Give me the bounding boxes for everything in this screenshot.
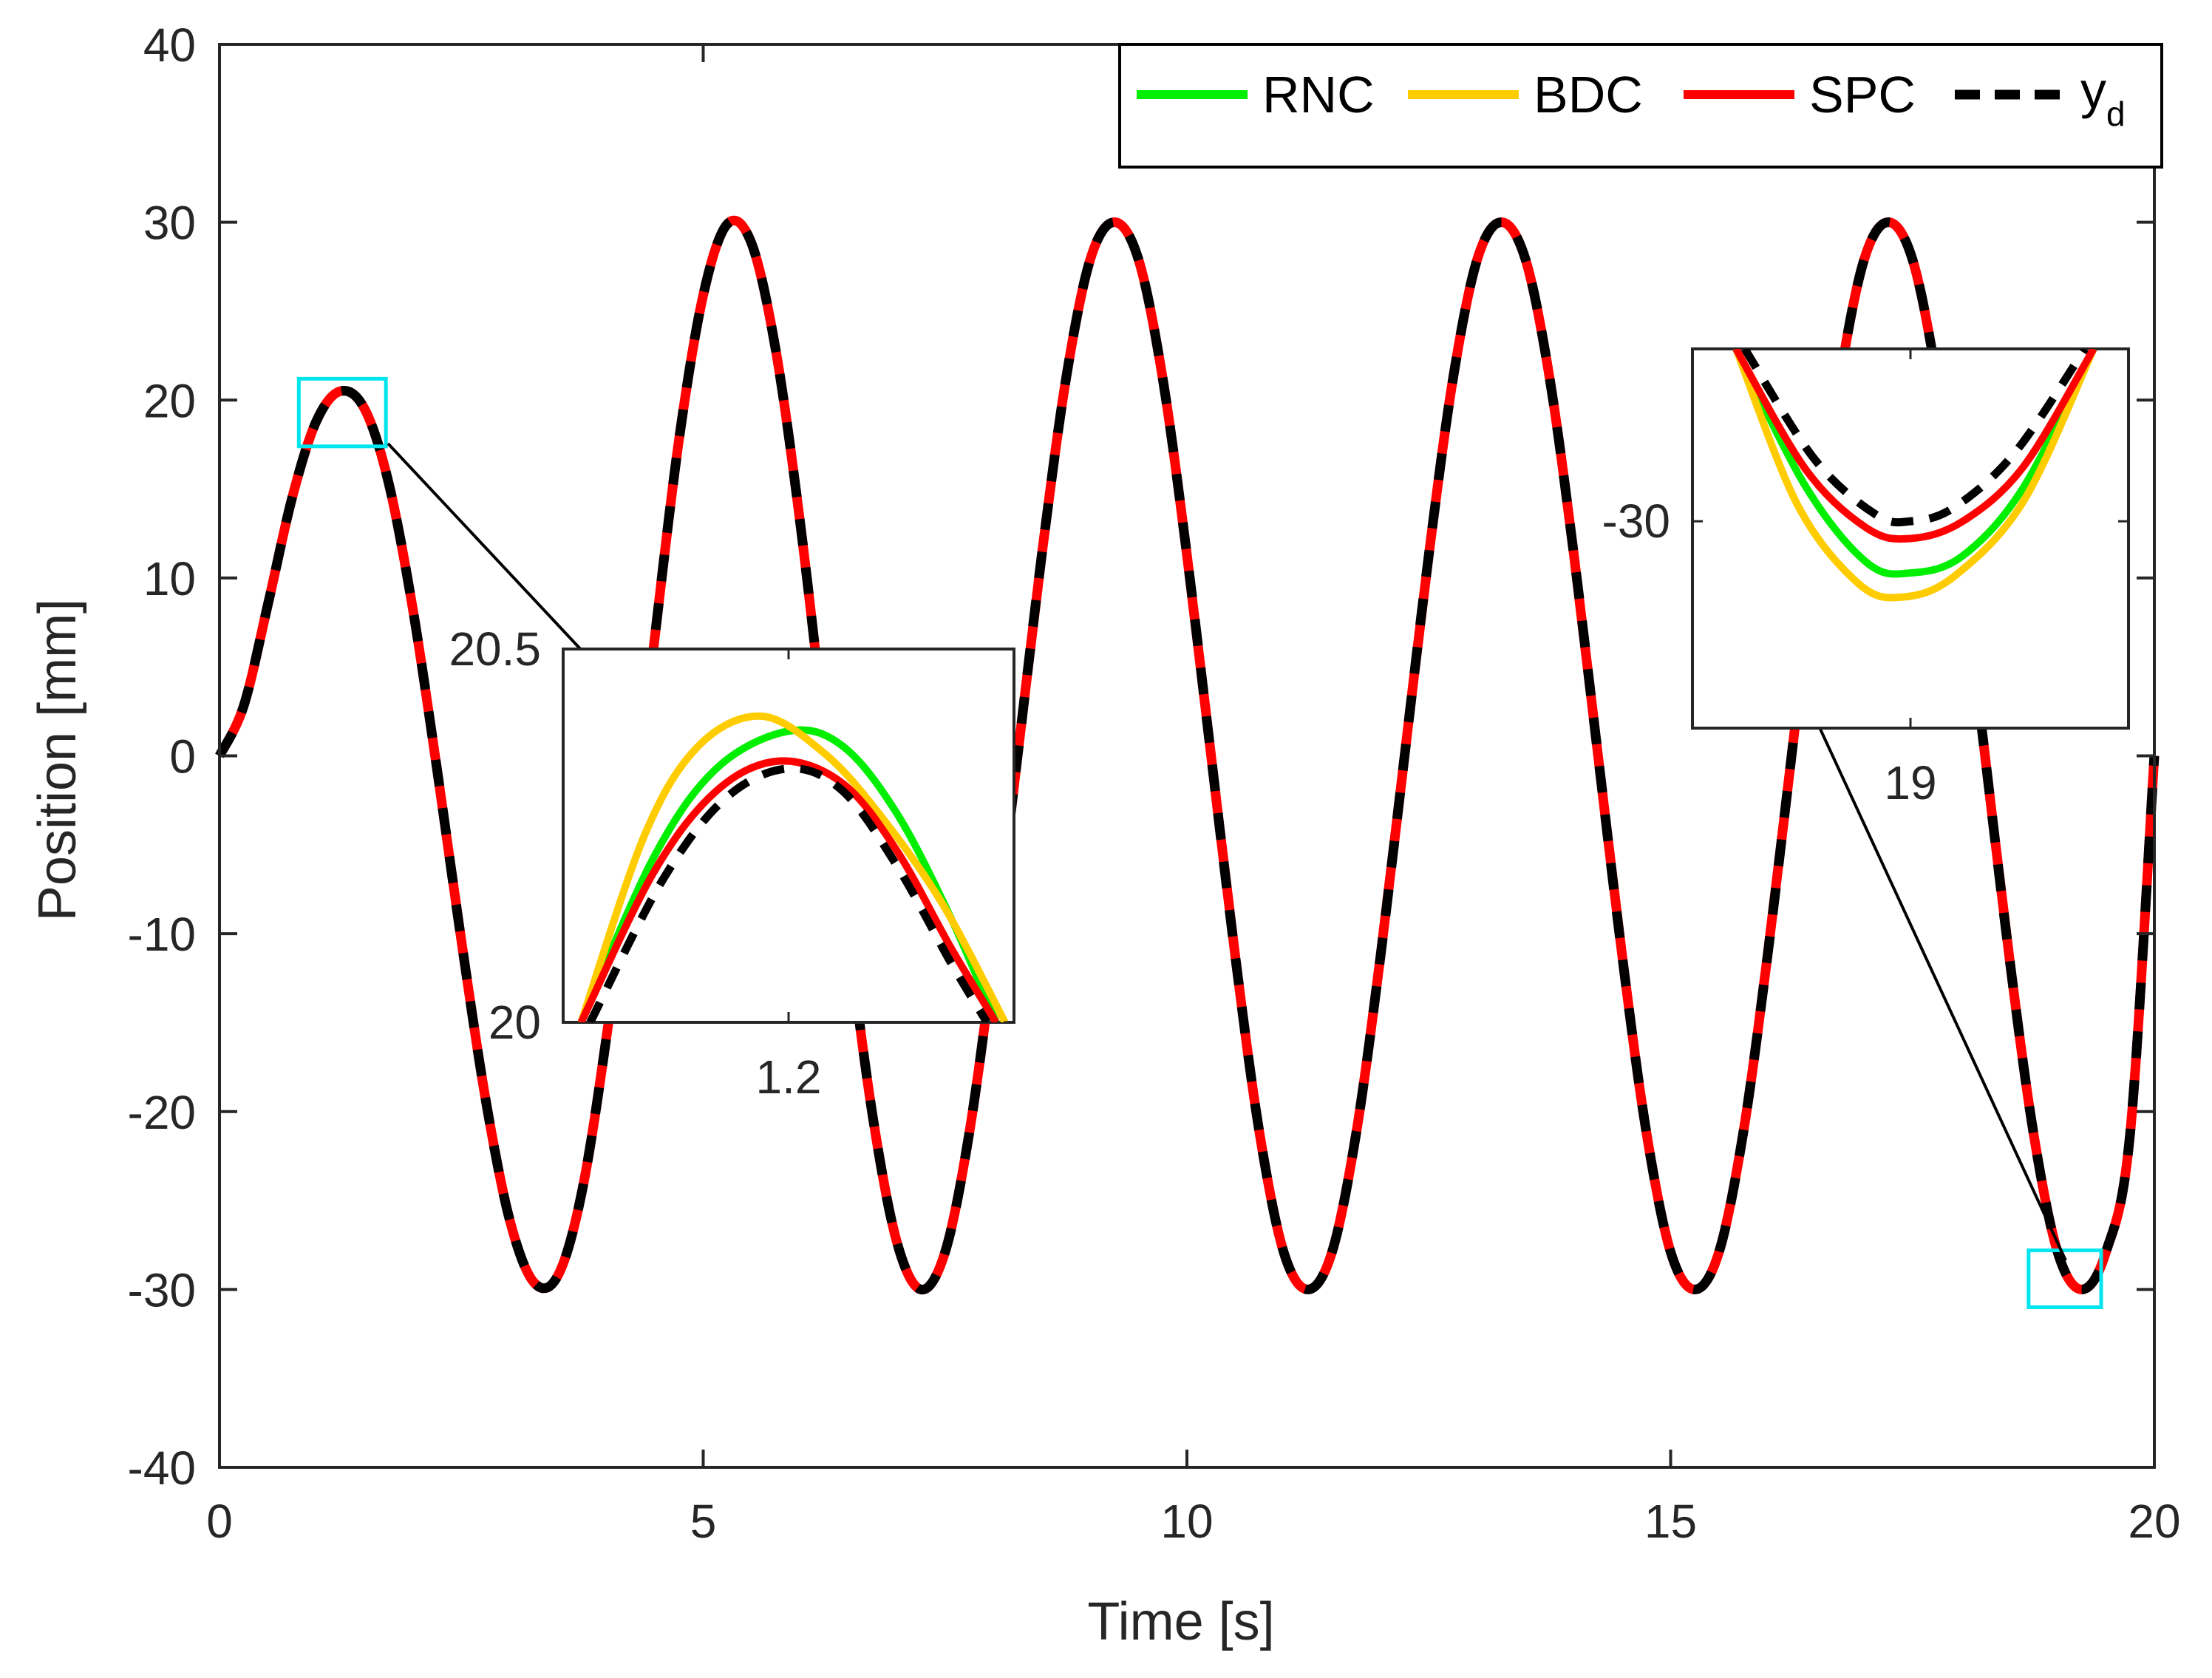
inset-peak-frame	[562, 648, 1015, 1024]
legend-bdc-label: BDC	[1534, 66, 1643, 123]
legend: RNC BDC SPC yd	[1118, 43, 2163, 169]
x-axis-title: Time [s]	[1087, 1592, 1274, 1651]
x-tick-label: 10	[1160, 1495, 1213, 1548]
x-tick-label: 5	[690, 1495, 717, 1548]
legend-spc-label: SPC	[1809, 66, 1916, 123]
zoom-box-peak	[296, 376, 388, 449]
x-tick-label: 0	[206, 1495, 233, 1548]
inset-peak-y_d-line	[586, 764, 991, 1022]
y-tick-label: 30	[143, 197, 196, 250]
inset-peak-ytick-label: 20	[489, 996, 541, 1049]
y-tick-label: -40	[128, 1441, 197, 1495]
y-axis-title: Position [mm]	[28, 599, 87, 921]
inset-trough-xtick-label: 19	[1884, 756, 1936, 809]
y-tick-label: 20	[143, 374, 196, 427]
insets: 1.2 20 20.5 19 -30	[449, 347, 2130, 1104]
x-tick-label: 15	[1644, 1495, 1697, 1548]
inset-trough: 19 -30	[1602, 347, 2130, 809]
y-tick-label: -10	[128, 908, 197, 961]
legend-box	[1118, 43, 2163, 169]
zoom-box-trough	[2026, 1248, 2103, 1309]
inset-peak-xtick-label: 1.2	[756, 1050, 822, 1104]
y-tick-label: 0	[169, 730, 196, 784]
arrow-to-trough-inset	[1772, 625, 2067, 1261]
inset-peak-spc-line	[577, 757, 999, 1022]
inset-trough-ytick-label: -30	[1602, 495, 1671, 548]
x-tick-label: 20	[2128, 1495, 2180, 1548]
inset-trough-curves	[1732, 349, 2097, 602]
inset-trough-bdc-line	[1732, 349, 2097, 602]
inset-trough-rnc-line	[1732, 349, 2097, 578]
legend-yd-label: yd	[2080, 61, 2126, 133]
inset-peak: 1.2 20 20.5	[449, 622, 1015, 1104]
y-tick-label: 40	[143, 18, 196, 72]
y-tick-label: 10	[143, 552, 196, 605]
inset-trough-spc-line	[1732, 349, 2097, 543]
y-tick-label: -30	[128, 1263, 197, 1317]
inset-peak-curves	[577, 712, 1009, 1022]
tick-labels: 0 5 10 15 20 -40 -30 -20 -10 0 10 20 30 40	[128, 18, 2181, 1548]
y-tick-label: -20	[128, 1086, 197, 1139]
inset-peak-bdc-line	[577, 712, 1009, 1022]
inset-peak-ytick-label: 20.5	[449, 622, 541, 676]
legend-rnc-label: RNC	[1262, 66, 1375, 123]
inset-trough-y_d-line	[1741, 349, 2089, 527]
